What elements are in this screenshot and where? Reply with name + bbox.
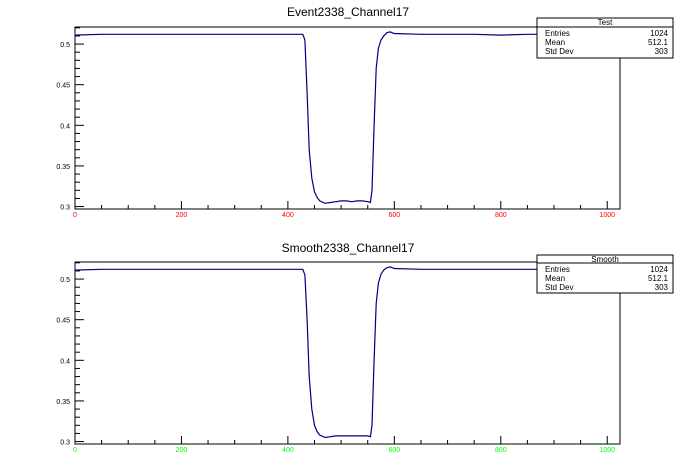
- y-tick-label: 0.3: [60, 440, 70, 447]
- x-tick-label: 800: [495, 212, 507, 219]
- data-series: [74, 266, 620, 439]
- y-tick-label: 0.45: [56, 83, 70, 90]
- stats-box-title: Smooth: [591, 255, 619, 264]
- x-tick-label: 800: [495, 447, 507, 454]
- x-tick-label: 200: [176, 447, 188, 454]
- x-tick-label: 400: [282, 447, 294, 454]
- x-tick-label: 0: [73, 212, 77, 219]
- y-tick-label: 0.35: [56, 164, 70, 171]
- stats-value-mean: 512.1: [648, 38, 669, 47]
- stats-label-std-dev: Std Dev: [545, 283, 573, 292]
- stats-box: Test Entries 1024 Mean 512.1 Std Dev 303: [536, 17, 674, 59]
- y-tick-label: 0.4: [60, 123, 70, 130]
- axes: 0 200 400 600 800 1000 0.3 0.35 0.4 0.45 0.5: [56, 27, 615, 219]
- data-series: [74, 31, 620, 204]
- stats-value-std-dev: 303: [655, 47, 669, 56]
- plot-frame: [74, 261, 621, 445]
- stats-box-frame: [536, 254, 674, 294]
- stats-label-entries: Entries: [545, 265, 570, 274]
- y-tick-label: 0.5: [60, 277, 70, 284]
- plot-frame: [74, 26, 621, 210]
- chart-title: Smooth2338_Channel17: [282, 241, 415, 255]
- series-line: [74, 266, 620, 439]
- stats-value-entries: 1024: [650, 29, 668, 38]
- top-panel: Event2338_Channel17 0 200 400 600 800 1000 0.3…: [56, 5, 674, 219]
- bottom-panel: Smooth2338_Channel17 0 200 400 600 800 1000 0.…: [56, 241, 674, 454]
- stats-value-entries: 1024: [650, 265, 668, 274]
- y-tick-label: 0.3: [60, 205, 70, 212]
- x-tick-label: 200: [176, 212, 188, 219]
- series-line: [74, 31, 620, 204]
- y-tick-label: 0.45: [56, 318, 70, 325]
- axes: 0 200 400 600 800 1000 0.3 0.35 0.4 0.45 0.5: [56, 262, 615, 454]
- stats-box: Smooth Entries 1024 Mean 512.1 Std Dev 3…: [536, 254, 674, 294]
- x-tick-label: 600: [388, 447, 400, 454]
- x-tick-label: 400: [282, 212, 294, 219]
- stats-value-mean: 512.1: [648, 274, 669, 283]
- stats-box-title: Test: [598, 18, 613, 27]
- x-tick-label: 1000: [599, 447, 615, 454]
- stats-value-std-dev: 303: [655, 283, 669, 292]
- chart-title: Event2338_Channel17: [287, 5, 409, 19]
- y-tick-label: 0.5: [60, 42, 70, 49]
- x-tick-label: 1000: [599, 212, 615, 219]
- stats-label-mean: Mean: [545, 38, 565, 47]
- stats-box-frame: [536, 17, 674, 59]
- y-tick-label: 0.4: [60, 358, 70, 365]
- x-tick-label: 0: [73, 447, 77, 454]
- x-tick-label: 600: [388, 212, 400, 219]
- y-tick-label: 0.35: [56, 399, 70, 406]
- stats-label-entries: Entries: [545, 29, 570, 38]
- stats-label-mean: Mean: [545, 274, 565, 283]
- stats-label-std-dev: Std Dev: [545, 47, 573, 56]
